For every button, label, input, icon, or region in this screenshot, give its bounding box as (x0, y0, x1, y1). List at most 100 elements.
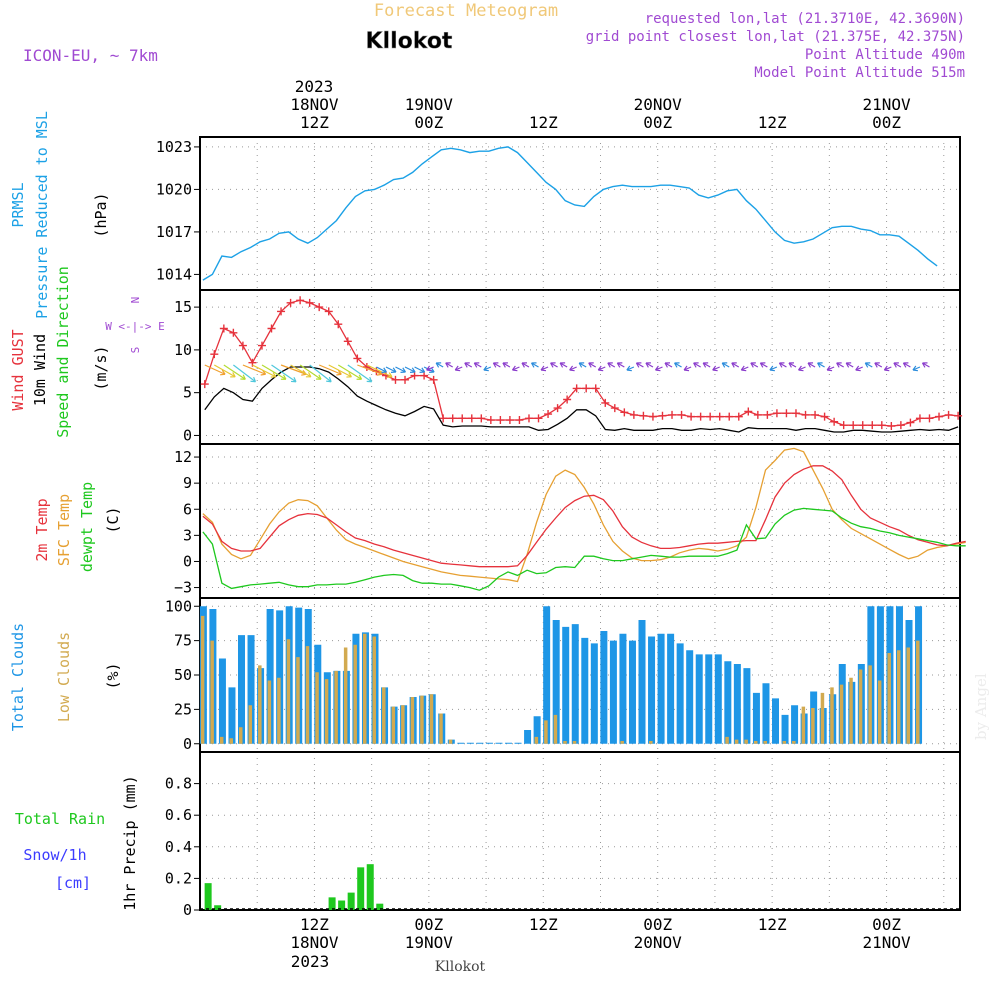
low-cloud-bar (315, 672, 319, 744)
y-tick-label: 50 (174, 666, 192, 684)
wind-arrow (636, 362, 644, 368)
total-cloud-bar (218, 658, 226, 744)
wind-arrow-head (626, 365, 632, 372)
gust-marker (639, 411, 648, 420)
total-cloud-bar (733, 664, 741, 744)
gust-marker (887, 422, 896, 431)
wind-arrow (242, 364, 266, 375)
rain-bar (347, 892, 355, 910)
total-cloud-bar (276, 610, 284, 744)
wind-arrow (493, 362, 501, 368)
wind-arrow (693, 362, 701, 368)
gust-marker (954, 411, 963, 420)
precip-panel: 0 0.2 0.4 0.6 0.8 (165, 751, 961, 919)
wind-arrow (760, 362, 768, 368)
low-cloud-bar (744, 739, 748, 744)
compass-s: S (129, 347, 142, 354)
wind-arrow (874, 362, 883, 368)
gust-marker (820, 412, 829, 421)
low-cloud-bar (544, 720, 548, 744)
low-cloud-bar (401, 705, 405, 744)
bottom-hour-label: 12Z (300, 915, 329, 934)
y-tick-label: 5 (183, 384, 192, 402)
wind-arrow-head (712, 365, 718, 372)
gust-marker (763, 410, 772, 419)
wind-arrow-head (645, 362, 651, 368)
wind-arrow (683, 366, 692, 371)
gust-marker (257, 341, 266, 350)
wind-arrow (426, 366, 434, 371)
wind-arrow-head (315, 374, 322, 380)
wind-arrow-head (445, 362, 451, 368)
gust-marker (524, 414, 533, 423)
low-cloud-bar (868, 665, 872, 744)
wind-arrow (845, 362, 854, 368)
wind-arrow-head (769, 365, 775, 372)
total-cloud-bar (752, 692, 760, 744)
total-cloud-bar (772, 698, 780, 744)
top-hour-label: 12Z (758, 113, 787, 132)
wind-arrow-head (778, 362, 785, 368)
gust-marker (401, 375, 410, 384)
wind-arrow-head (346, 372, 352, 378)
wind-arrow-head (693, 362, 699, 368)
wind-arrow-head (683, 365, 690, 372)
y-tick-label: 0.2 (165, 869, 192, 887)
wind-arrow (626, 366, 635, 371)
y-tick-label: 9 (183, 474, 192, 492)
snow-label: Snow/1h (23, 846, 86, 864)
wind-arrow (512, 366, 520, 371)
low-cloud-bar (839, 684, 844, 744)
low-cloud-bar (362, 633, 367, 744)
gust-marker (267, 324, 276, 333)
wind-arrow-head (454, 365, 461, 372)
rain-bar (204, 883, 212, 910)
wind-arrow-head (731, 362, 737, 368)
wind-arrow-head (588, 362, 594, 368)
y-tick-label: 100 (165, 597, 192, 615)
gust-marker (791, 409, 800, 418)
gust-marker (868, 421, 877, 430)
low-cloud-bar (277, 677, 281, 744)
wind-arrow-head (883, 365, 890, 372)
y-tick-label: 1023 (156, 138, 192, 156)
low-cloud-bar (782, 741, 787, 744)
wind-arrow-head (864, 362, 871, 368)
low-cloud-bar (200, 615, 205, 744)
gust-marker (849, 421, 858, 430)
gust-marker (343, 337, 352, 346)
wind-arrow-head (721, 362, 728, 368)
temp-unit: (C) (104, 506, 122, 533)
gust-marker (467, 414, 476, 423)
gust-marker (725, 412, 734, 421)
compass-we: W <-|-> E (105, 320, 165, 333)
y-tick-label: −3 (174, 579, 192, 597)
wind-arrow (404, 366, 416, 373)
footer-location: Kllokot (435, 959, 486, 975)
gust-marker (677, 410, 686, 419)
low-cloud-bar (896, 650, 901, 744)
bottom-hour-label: 00Z (872, 915, 901, 934)
wind-arrow (903, 362, 911, 368)
pressure-panel: 1014 1017 1020 1023 (156, 136, 961, 291)
gust-marker (563, 395, 572, 404)
gust-marker (668, 410, 677, 419)
gust-marker (448, 414, 457, 423)
total-cloud-bar (686, 650, 694, 744)
low-cloud-bar (343, 647, 348, 744)
wind-arrow-head (409, 367, 416, 373)
wind-arrow (223, 364, 246, 380)
wind-arrow-head (921, 362, 928, 368)
top-hour-label: 00Z (643, 113, 672, 132)
gust-marker (648, 412, 657, 421)
gust-marker (877, 421, 886, 430)
temp-2m-line (202, 465, 966, 568)
wind-arrow-head (702, 362, 709, 368)
y-tick-label: 1017 (156, 223, 192, 241)
bottom-date-label: 20NOV (634, 933, 683, 952)
low-cloud-bar (353, 644, 357, 744)
wind-arrow-head (386, 372, 393, 378)
gust-marker (286, 298, 295, 307)
wind-arrow-head (250, 376, 257, 383)
wind-arrow-head (400, 367, 406, 373)
